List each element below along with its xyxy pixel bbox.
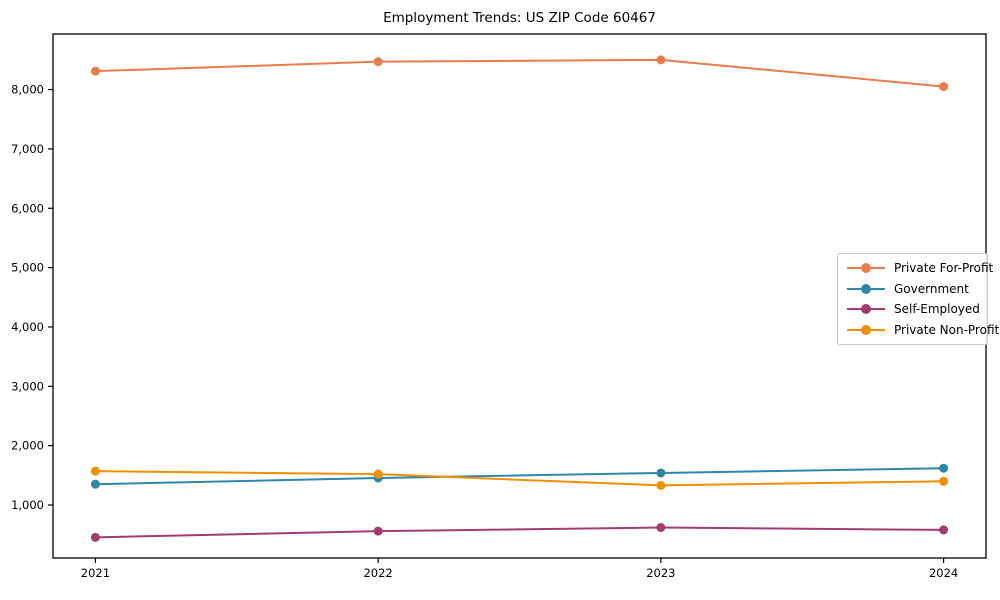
x-tick-label: 2021 bbox=[81, 566, 110, 580]
series-marker-private-non-profit bbox=[373, 469, 383, 479]
series-marker-private-for-profit bbox=[90, 66, 100, 76]
series-marker-government bbox=[656, 468, 666, 478]
y-tick-label: 4,000 bbox=[11, 320, 44, 334]
series-marker-self-employed bbox=[90, 532, 100, 542]
series-marker-private-non-profit bbox=[90, 466, 100, 476]
x-tick-label: 2024 bbox=[929, 566, 958, 580]
series-layer bbox=[90, 55, 949, 542]
series-line-private-non-profit bbox=[94, 470, 945, 487]
y-tick-label: 7,000 bbox=[11, 142, 44, 156]
legend-dot-icon bbox=[861, 283, 871, 294]
legend-line-marker-icon bbox=[847, 324, 885, 335]
legend-label: Private For-Profit bbox=[894, 261, 994, 276]
series-marker-government bbox=[90, 479, 100, 489]
y-tick-label: 1,000 bbox=[11, 498, 44, 512]
legend: Private For-Profit Government Self-Employe… bbox=[837, 253, 999, 345]
y-tick-label: 3,000 bbox=[11, 379, 44, 393]
series-marker-private-non-profit bbox=[656, 480, 666, 490]
y-tick-label: 6,000 bbox=[11, 201, 44, 215]
y-tick-label: 2,000 bbox=[11, 439, 44, 453]
legend-label: Self-Employed bbox=[894, 302, 980, 317]
series-marker-self-employed bbox=[939, 525, 949, 535]
series-marker-private-for-profit bbox=[373, 57, 383, 67]
legend-label: Private Non-Profit bbox=[894, 322, 1000, 337]
series-line-government bbox=[94, 467, 945, 486]
chart-title: Employment Trends: US ZIP Code 60467 bbox=[383, 10, 656, 26]
series-line-self-employed bbox=[94, 526, 945, 539]
series-marker-self-employed bbox=[373, 526, 383, 536]
series-marker-private-for-profit bbox=[939, 82, 949, 92]
x-tick-label: 2023 bbox=[646, 566, 675, 580]
legend-dot-icon bbox=[861, 263, 871, 274]
x-tick-label: 2022 bbox=[363, 566, 392, 580]
legend-line-marker-icon bbox=[847, 263, 885, 274]
y-tick-label: 8,000 bbox=[11, 83, 44, 97]
legend-line-marker-icon bbox=[847, 283, 885, 294]
series-marker-private-for-profit bbox=[656, 55, 666, 65]
series-line-private-for-profit bbox=[94, 58, 945, 88]
legend-item: Self-Employed bbox=[846, 299, 987, 320]
series-marker-self-employed bbox=[656, 523, 666, 533]
legend-item: Private Non-Profit bbox=[846, 320, 999, 341]
legend-dot-icon bbox=[861, 304, 871, 315]
y-tick-label: 5,000 bbox=[11, 261, 44, 275]
legend-dot-icon bbox=[861, 324, 871, 335]
series-marker-private-non-profit bbox=[939, 476, 949, 486]
legend-label: Government bbox=[894, 281, 969, 296]
legend-line-marker-icon bbox=[847, 304, 885, 315]
series-marker-government bbox=[939, 463, 949, 473]
legend-item: Private For-Profit bbox=[846, 258, 993, 279]
legend-item: Government bbox=[846, 279, 987, 300]
